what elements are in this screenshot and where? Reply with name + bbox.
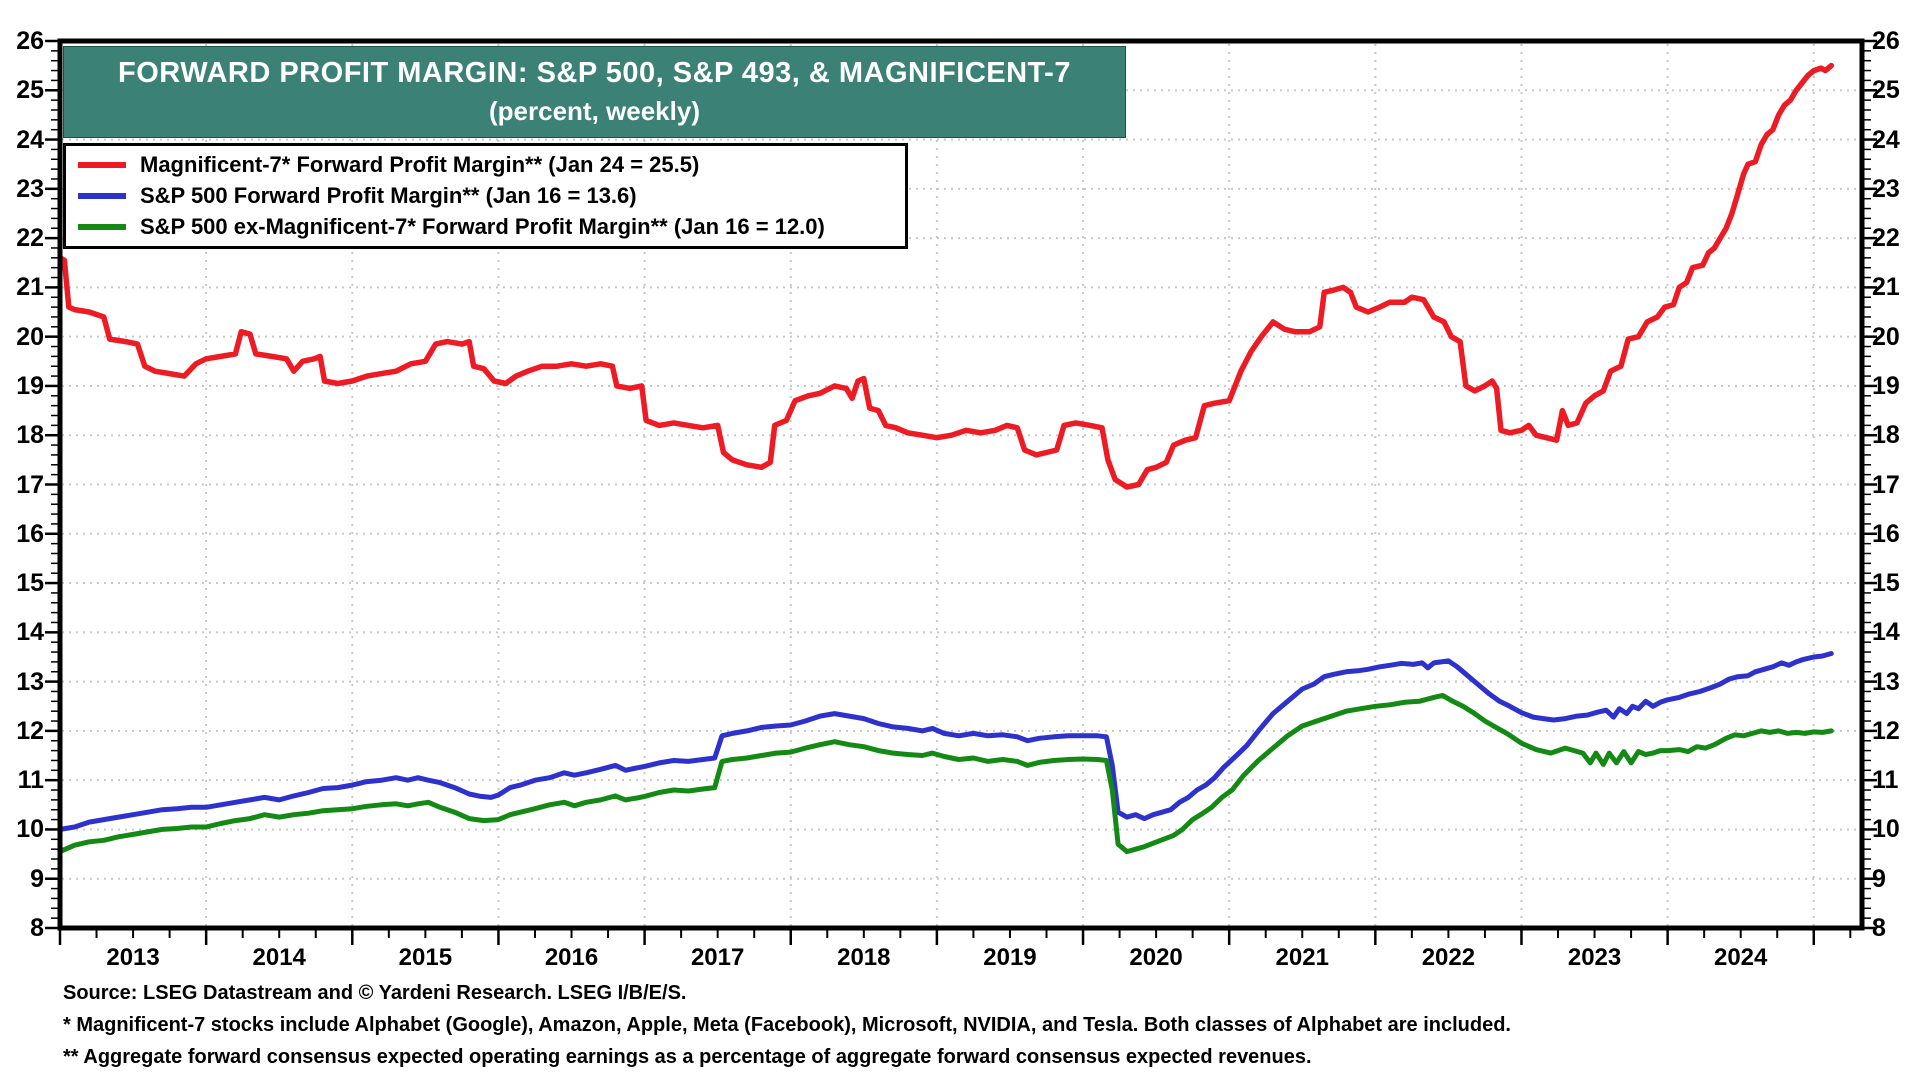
y-axis-label-right-23: 23 (1872, 174, 1900, 203)
x-axis-label-2014: 2014 (252, 944, 306, 971)
y-axis-label-right-17: 17 (1872, 470, 1900, 499)
y-axis-label-left-26: 26 (16, 27, 44, 55)
legend-item-sp500-ex-mag7-swatch (78, 223, 126, 230)
y-axis-label-left-23: 23 (16, 174, 44, 203)
y-axis-label-left-12: 12 (16, 716, 44, 745)
x-axis-label-2017: 2017 (690, 944, 745, 971)
y-axis-label-left-13: 13 (16, 667, 44, 696)
y-axis-label-right-20: 20 (1872, 322, 1900, 351)
y-axis-label-right-10: 10 (1872, 815, 1900, 844)
y-axis-label-right-25: 25 (1872, 76, 1900, 105)
legend-item-magnificent-7-label: Magnificent-7* Forward Profit Margin** (… (140, 152, 700, 178)
y-axis-label-left-19: 19 (16, 371, 44, 400)
y-axis-label-left-8: 8 (30, 914, 44, 942)
x-axis-label-2015: 2015 (398, 944, 453, 971)
y-axis-label-right-16: 16 (1872, 519, 1900, 548)
x-axis-label-2020: 2020 (1129, 944, 1183, 971)
x-axis-label-2019: 2019 (983, 944, 1037, 971)
y-axis-label-left-16: 16 (16, 519, 44, 548)
y-axis-label-right-15: 15 (1872, 569, 1900, 598)
y-axis-label-right-9: 9 (1872, 864, 1886, 893)
x-axis-label-2024: 2024 (1713, 944, 1768, 971)
legend-item-magnificent-7: Magnificent-7* Forward Profit Margin** (… (78, 150, 905, 180)
footnote-methodology: ** Aggregate forward consensus expected … (63, 1046, 1312, 1068)
y-axis-label-left-25: 25 (16, 76, 44, 105)
y-axis-label-left-10: 10 (16, 815, 44, 844)
y-axis-label-right-8: 8 (1872, 914, 1886, 942)
x-axis-label-2023: 2023 (1567, 944, 1622, 971)
y-axis-label-left-22: 22 (16, 224, 44, 253)
source-note: Source: LSEG Datastream and © Yardeni Re… (63, 982, 687, 1004)
y-axis-label-left-17: 17 (16, 470, 44, 499)
series-line-sp500-ex-mag7 (57, 692, 1834, 855)
y-axis-label-left-21: 21 (16, 273, 44, 302)
y-axis-label-right-21: 21 (1872, 273, 1900, 302)
x-axis-label-2022: 2022 (1421, 944, 1476, 971)
chart-title-banner: FORWARD PROFIT MARGIN: S&P 500, S&P 493,… (63, 46, 1126, 138)
y-axis-label-left-9: 9 (30, 864, 44, 893)
chart-subtitle: (percent, weekly) (489, 96, 700, 126)
y-axis-label-right-24: 24 (1872, 125, 1900, 154)
legend-item-sp500: S&P 500 Forward Profit Margin** (Jan 16 … (78, 181, 905, 211)
x-axis-label-2016: 2016 (544, 944, 599, 971)
y-axis-label-left-11: 11 (17, 766, 44, 795)
y-axis-label-left-15: 15 (16, 569, 44, 598)
x-axis-label-2018: 2018 (837, 944, 891, 971)
legend-item-magnificent-7-swatch (78, 162, 126, 169)
y-axis-label-right-13: 13 (1872, 667, 1900, 696)
legend-item-sp500-ex-mag7-label: S&P 500 ex-Magnificent-7* Forward Profit… (140, 213, 825, 239)
y-axis-label-right-26: 26 (1872, 27, 1900, 55)
y-axis-label-right-14: 14 (1872, 618, 1900, 647)
footnote-magnificent-7: * Magnificent-7 stocks include Alphabet … (63, 1014, 1511, 1036)
legend: Magnificent-7* Forward Profit Margin** (… (63, 143, 908, 249)
y-axis-label-right-12: 12 (1872, 716, 1900, 745)
series-line-magnificent-7 (57, 62, 1835, 490)
y-axis-label-left-18: 18 (16, 421, 44, 450)
y-axis-label-right-19: 19 (1872, 371, 1900, 400)
y-axis-label-right-11: 11 (1872, 766, 1899, 795)
series-line-sp500 (57, 651, 1834, 832)
x-axis-label-2013: 2013 (106, 944, 160, 971)
x-axis-label-2021: 2021 (1275, 944, 1329, 971)
legend-item-sp500-ex-mag7: S&P 500 ex-Magnificent-7* Forward Profit… (78, 212, 905, 242)
plot-border (57, 38, 1865, 931)
y-axis-label-right-22: 22 (1872, 224, 1900, 253)
y-axis-label-left-20: 20 (16, 322, 44, 351)
legend-item-sp500-label: S&P 500 Forward Profit Margin** (Jan 16 … (140, 182, 637, 208)
y-axis-label-left-24: 24 (16, 125, 44, 154)
y-axis-label-right-18: 18 (1872, 421, 1900, 450)
legend-item-sp500-swatch (78, 192, 126, 199)
chart-title: FORWARD PROFIT MARGIN: S&P 500, S&P 493,… (118, 57, 1071, 89)
y-axis-label-left-14: 14 (16, 618, 44, 647)
